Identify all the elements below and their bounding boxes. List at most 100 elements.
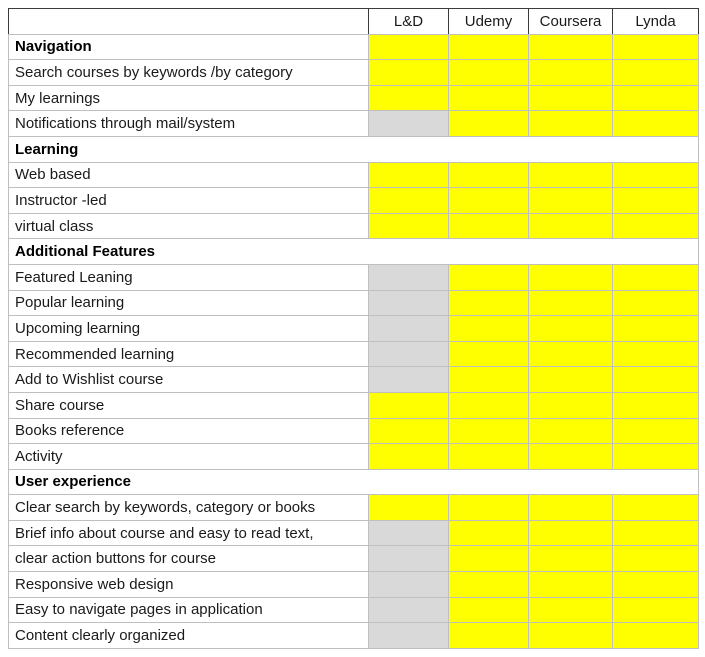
status-cell-lynda xyxy=(612,340,699,368)
status-cell-ld xyxy=(368,161,449,189)
feature-label: My learnings xyxy=(8,84,369,112)
status-cell-udemy xyxy=(448,417,529,445)
status-cell-coursera xyxy=(528,263,613,291)
status-cell-ld xyxy=(368,340,449,368)
status-cell-coursera xyxy=(528,212,613,240)
feature-label: Books reference xyxy=(8,417,369,445)
status-cell-ld xyxy=(368,417,449,445)
feature-row: Add to Wishlist course xyxy=(8,366,699,393)
status-cell-lynda xyxy=(612,33,699,61)
status-cell-ld xyxy=(368,494,449,521)
status-cell-udemy xyxy=(448,212,529,240)
feature-label: Brief info about course and easy to read… xyxy=(8,519,369,547)
status-cell-ld xyxy=(368,33,449,61)
feature-label: Featured Leaning xyxy=(8,263,369,291)
status-cell-coursera xyxy=(528,443,613,470)
status-cell-coursera xyxy=(528,417,613,445)
status-cell-coursera xyxy=(528,494,613,521)
status-cell-lynda xyxy=(612,571,699,598)
section-row: Navigation xyxy=(8,33,699,61)
status-cell-udemy xyxy=(448,443,529,470)
section-label: Learning xyxy=(8,135,699,163)
status-cell-lynda xyxy=(612,417,699,445)
status-cell-lynda xyxy=(612,289,699,317)
feature-label: Content clearly organized xyxy=(8,622,369,649)
feature-row: Featured Leaning xyxy=(8,263,699,291)
status-cell-ld xyxy=(368,545,449,573)
column-header-udemy: Udemy xyxy=(448,8,529,35)
status-cell-ld xyxy=(368,110,449,137)
status-cell-coursera xyxy=(528,187,613,214)
status-cell-lynda xyxy=(612,187,699,214)
status-cell-lynda xyxy=(612,59,699,86)
feature-row: Instructor -led xyxy=(8,187,699,214)
status-cell-coursera xyxy=(528,33,613,61)
feature-row: My learnings xyxy=(8,84,699,112)
status-cell-ld xyxy=(368,263,449,291)
status-cell-coursera xyxy=(528,110,613,137)
status-cell-lynda xyxy=(612,212,699,240)
status-cell-coursera xyxy=(528,545,613,573)
feature-row: Upcoming learning xyxy=(8,315,699,342)
status-cell-udemy xyxy=(448,110,529,137)
feature-row: Brief info about course and easy to read… xyxy=(8,519,699,547)
status-cell-udemy xyxy=(448,289,529,317)
status-cell-ld xyxy=(368,315,449,342)
status-cell-udemy xyxy=(448,519,529,547)
feature-row: Share course xyxy=(8,391,699,419)
feature-label: Share course xyxy=(8,391,369,419)
status-cell-lynda xyxy=(612,519,699,547)
status-cell-udemy xyxy=(448,494,529,521)
feature-row: Notifications through mail/system xyxy=(8,110,699,137)
section-row: Learning xyxy=(8,135,699,163)
feature-row: clear action buttons for course xyxy=(8,545,699,573)
status-cell-lynda xyxy=(612,263,699,291)
feature-row: Popular learning xyxy=(8,289,699,317)
status-cell-ld xyxy=(368,212,449,240)
status-cell-coursera xyxy=(528,289,613,317)
status-cell-ld xyxy=(368,443,449,470)
section-label: User experience xyxy=(8,468,699,496)
corner-cell xyxy=(8,8,369,35)
status-cell-lynda xyxy=(612,545,699,573)
status-cell-ld xyxy=(368,289,449,317)
feature-row: Search courses by keywords /by category xyxy=(8,59,699,86)
status-cell-udemy xyxy=(448,59,529,86)
status-cell-lynda xyxy=(612,366,699,393)
status-cell-udemy xyxy=(448,161,529,189)
feature-row: Web based xyxy=(8,161,699,189)
status-cell-lynda xyxy=(612,494,699,521)
status-cell-lynda xyxy=(612,391,699,419)
status-cell-lynda xyxy=(612,110,699,137)
status-cell-ld xyxy=(368,187,449,214)
status-cell-udemy xyxy=(448,545,529,573)
feature-label: Web based xyxy=(8,161,369,189)
status-cell-coursera xyxy=(528,366,613,393)
status-cell-udemy xyxy=(448,366,529,393)
feature-label: clear action buttons for course xyxy=(8,545,369,573)
feature-row: Clear search by keywords, category or bo… xyxy=(8,494,699,521)
status-cell-coursera xyxy=(528,315,613,342)
status-cell-ld xyxy=(368,571,449,598)
status-cell-coursera xyxy=(528,596,613,624)
feature-label: Upcoming learning xyxy=(8,315,369,342)
status-cell-udemy xyxy=(448,571,529,598)
feature-row: Activity xyxy=(8,443,699,470)
status-cell-udemy xyxy=(448,33,529,61)
status-cell-udemy xyxy=(448,315,529,342)
status-cell-coursera xyxy=(528,84,613,112)
feature-comparison-table: L&D Udemy Coursera Lynda Navigation Searc… xyxy=(8,8,699,649)
status-cell-coursera xyxy=(528,571,613,598)
status-cell-ld xyxy=(368,84,449,112)
status-cell-udemy xyxy=(448,622,529,649)
feature-label: Popular learning xyxy=(8,289,369,317)
status-cell-coursera xyxy=(528,519,613,547)
column-header-lynda: Lynda xyxy=(612,8,699,35)
status-cell-coursera xyxy=(528,161,613,189)
feature-row: Easy to navigate pages in application xyxy=(8,596,699,624)
feature-label: Add to Wishlist course xyxy=(8,366,369,393)
status-cell-udemy xyxy=(448,340,529,368)
feature-label: Clear search by keywords, category or bo… xyxy=(8,494,369,521)
feature-row: Recommended learning xyxy=(8,340,699,368)
